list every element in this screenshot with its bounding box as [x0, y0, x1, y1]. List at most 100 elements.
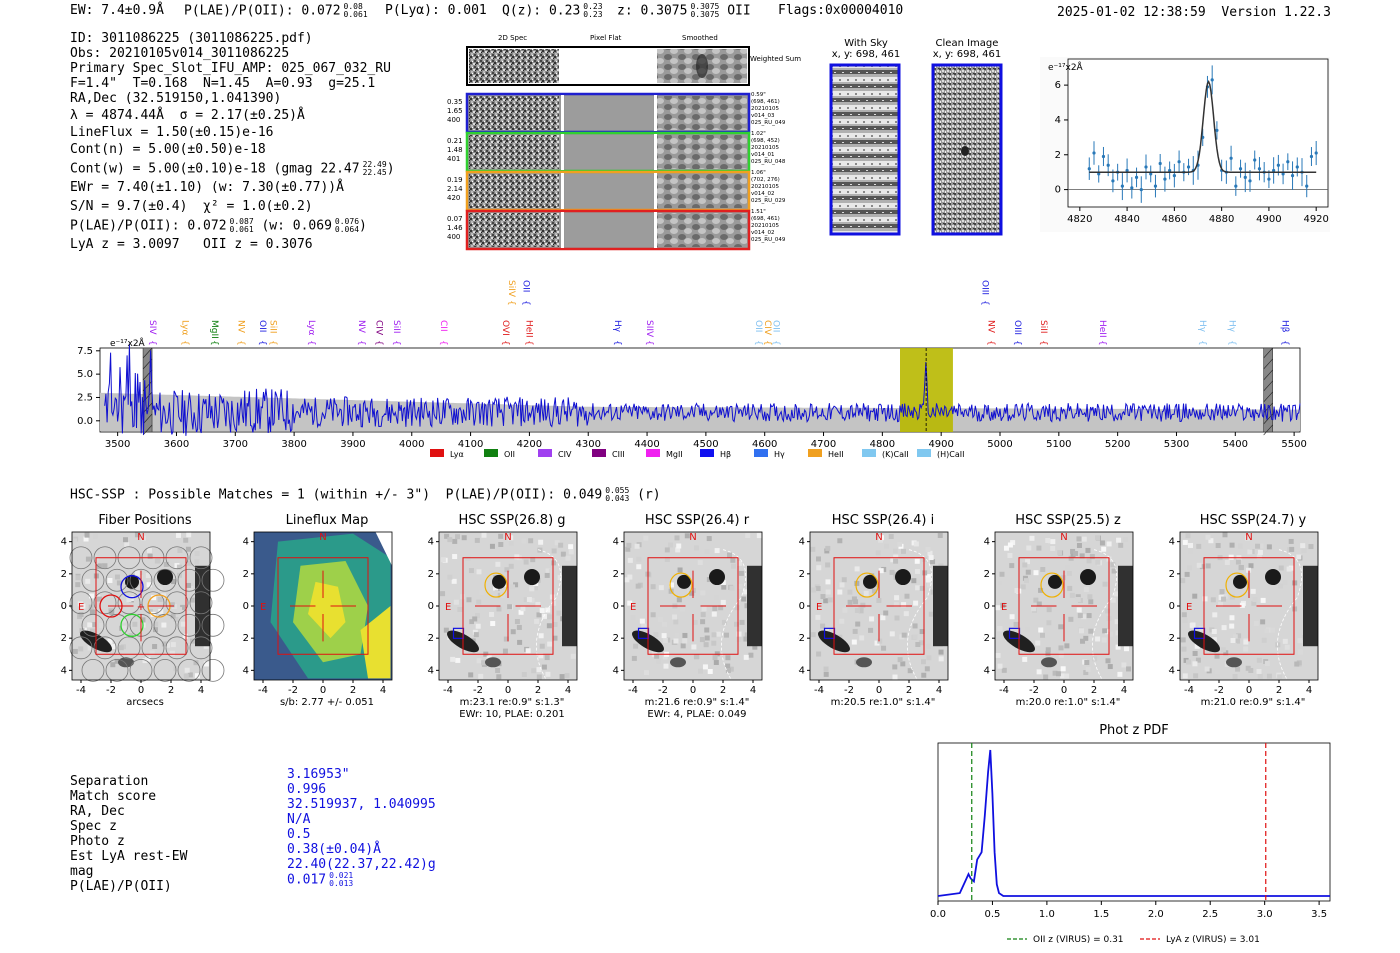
spectral-line-brace: { [1038, 340, 1048, 346]
zoom-point [1120, 184, 1124, 188]
legend-label: CIV [558, 450, 572, 459]
zoom-xtick-label: 4880 [1209, 214, 1234, 225]
match-value: 0.996 [287, 782, 327, 797]
header-timestamp: 2025-01-02 12:38:59 Version 1.22.3 [1057, 5, 1331, 20]
full-xtick-label: 3900 [340, 439, 365, 450]
hsc-panel-caption: m:21.6 re:0.9" s:1.4" EWr: 4, PLAE: 0.049 [644, 697, 750, 720]
zoom-point [1229, 156, 1233, 160]
hsc-ytick-label: 4 [613, 537, 619, 548]
fiber-circle [201, 568, 225, 592]
match-label: Est LyA rest-EW [70, 849, 188, 864]
hsc-ytick-label: 4 [428, 537, 434, 548]
hsc-xtick-label: 2 [1276, 685, 1282, 696]
hsc-panel-title: HSC SSP(24.7) y [1199, 513, 1307, 528]
east-label: E [1001, 602, 1007, 613]
match-value: 3.16953" [287, 767, 350, 782]
header-z: z: 0.3075 0.3075 0.3075 OII [617, 2, 751, 19]
hsc-ytick-label: 2 [61, 569, 67, 580]
with-sky-image [829, 63, 901, 236]
lya-legend: LyA z (VIRUS) = 3.01 [1166, 935, 1260, 945]
zoom-point [1106, 163, 1110, 167]
spectral-line-brace: { [979, 300, 989, 306]
zoom-point [1134, 175, 1139, 179]
hsc-panel-5: N E -4 -4 -2 -2 0 0 2 2 4 4 [983, 531, 1134, 696]
full-xtick-label: 4500 [693, 439, 718, 450]
spectral-line-brace: { [762, 340, 772, 346]
spectral-line-label: Lyα [179, 320, 189, 336]
north-label: N [319, 532, 326, 543]
match-value: 32.519937, 1.040995 [287, 797, 436, 812]
hsc-panel-6: N E -4 -4 -2 -2 0 0 2 2 4 4 [1168, 531, 1319, 696]
hsc-panel-3: N E -4 -4 -2 -2 0 0 2 2 4 4 [612, 531, 763, 696]
hsc-ytick-label: -2 [427, 633, 434, 644]
hsc-xtick-label: 4 [565, 685, 571, 696]
zoom-point [1186, 165, 1191, 169]
hsc-xtick-label: 0 [1246, 685, 1252, 696]
hsc-ytick-label: -4 [1168, 665, 1175, 676]
hsc-ytick-label: 4 [61, 537, 67, 548]
spectral-line-label: Hγ [612, 320, 622, 333]
hsc-ytick-label: 4 [243, 537, 249, 548]
hsc-xtick-label: -2 [1029, 685, 1039, 696]
north-label: N [689, 532, 696, 543]
fiber-circle [69, 636, 93, 660]
hsc-ytick-label: -4 [427, 665, 434, 676]
legend-label: MgII [666, 450, 683, 459]
zoom-point [1238, 167, 1243, 171]
hsc-panel-caption: m:20.5 re:1.0" s:1.4" [830, 697, 936, 708]
match-label: RA, Dec [70, 804, 125, 819]
zoom-plot-frame [1067, 58, 1329, 208]
zoom-point [1281, 172, 1285, 176]
zoom-point [1097, 172, 1101, 176]
fiber-circle [177, 568, 201, 592]
spectral-line-brace: { [1197, 340, 1207, 346]
zoom-xtick-label: 4920 [1303, 214, 1328, 225]
hsc-xtick-label: -4 [814, 685, 824, 696]
spec-row-right: 1.02" (698, 452) 20210105 v014_01 025_RU_048 [751, 131, 786, 165]
hsc-panel-4: N E -4 -4 -2 -2 0 0 2 2 4 4 [798, 531, 949, 696]
hsc-xtick-label: 0 [690, 685, 696, 696]
north-label: N [1060, 532, 1067, 543]
zoom-point [1290, 174, 1295, 178]
match-value: 0.38(±0.04)Å [287, 842, 381, 857]
spectral-line-label-top: OIII [979, 280, 989, 295]
hsc-xtick-label: 4 [936, 685, 942, 696]
spectral-line-label: OII [771, 320, 781, 332]
spectral-line-brace: { [257, 340, 267, 346]
hsc-panel-caption: s/b: 2.77 +/- 0.051 [279, 697, 375, 708]
spectral-line-brace: { [209, 340, 219, 346]
legend-swatch [484, 449, 498, 457]
match-label: Photo z [70, 834, 125, 849]
full-xtick-label: 4700 [811, 439, 836, 450]
hsc-panel-caption: m:21.0 re:0.9" s:1.4" [1200, 697, 1306, 708]
spectral-line-brace: { [1226, 340, 1236, 346]
fiber-circle [117, 591, 141, 615]
spec-row-left: 0.19 2.14 420 [447, 176, 463, 202]
zoom-ytick-label: 6 [1055, 80, 1061, 91]
hsc-panel-caption: m:23.1 re:0.9" s:1.3" EWr: 10, PLAE: 0.20… [459, 697, 565, 720]
zoom-fit-line [1089, 80, 1317, 173]
search-box [95, 557, 187, 655]
full-xtick-label: 4000 [399, 439, 424, 450]
spectral-line-label: SIV [147, 320, 157, 335]
photz-xtick-label: 0.5 [984, 909, 1000, 920]
spectral-line-brace: { [179, 340, 189, 346]
fiber-highlight [120, 613, 144, 637]
full-xtick-label: 3600 [164, 439, 189, 450]
legend-label: Hβ [720, 450, 731, 459]
spectral-line-brace: { [753, 340, 763, 346]
hsc-xtick-label: -4 [999, 685, 1009, 696]
full-spectrum-chart: SIV{Lyα{MgII{NV{OII{SiII{Lyα{NV{CIV{SiII… [77, 280, 1307, 459]
info-line: λ = 4874.44Å σ = 2.17(±0.25)Å [70, 108, 305, 123]
zoom-point [1314, 151, 1318, 155]
fiber-circle [69, 546, 93, 570]
legend-label: CIII [612, 450, 625, 459]
east-label: E [445, 602, 451, 613]
legend-label: Hγ [774, 450, 785, 459]
fiber-circle [81, 613, 105, 637]
full-xtick-label: 3500 [105, 439, 130, 450]
match-label: Match score [70, 789, 157, 804]
hsc-ytick-label: 0 [428, 601, 434, 612]
spec-row-right: 1.06" (702, 276) 20210105 v014_02 025_RU_029 [751, 170, 786, 204]
fiber-highlight [120, 575, 144, 599]
